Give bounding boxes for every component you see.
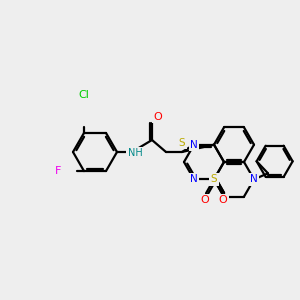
Text: O: O — [219, 195, 227, 205]
Text: F: F — [55, 166, 61, 176]
Text: NH: NH — [128, 148, 142, 158]
Text: Cl: Cl — [79, 90, 89, 100]
Text: N: N — [250, 174, 258, 184]
Text: N: N — [190, 140, 198, 150]
Text: S: S — [211, 174, 217, 184]
Text: N: N — [190, 174, 198, 184]
Text: S: S — [179, 138, 185, 148]
Text: O: O — [201, 195, 209, 205]
Text: O: O — [154, 112, 162, 122]
